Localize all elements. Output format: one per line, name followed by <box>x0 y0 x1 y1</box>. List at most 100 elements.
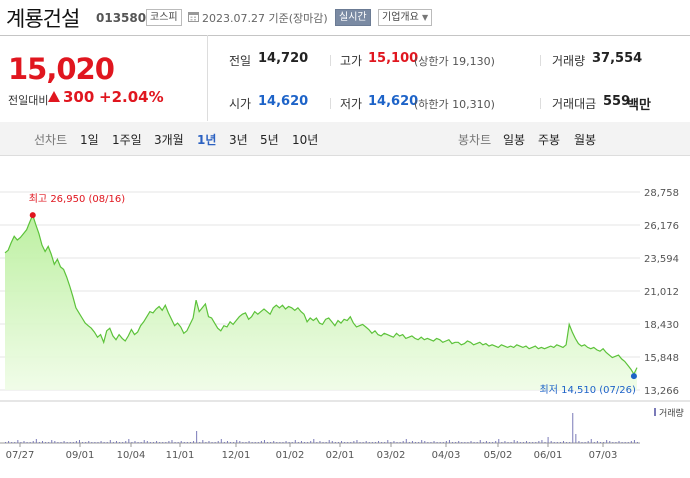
volume-bar <box>220 439 222 443</box>
volume-bar <box>341 441 343 443</box>
volume-bar <box>254 442 256 443</box>
volume-bar <box>563 441 565 443</box>
volume-bar <box>41 441 43 443</box>
tab-daily[interactable]: 일봉 <box>503 133 526 147</box>
prev-close-label: 전일 <box>229 54 252 68</box>
volume-bar <box>507 442 509 443</box>
volume-bar <box>202 440 204 443</box>
base-date: 2023.07.27 기준(장마감) <box>202 12 328 25</box>
volume-bar <box>566 442 568 443</box>
tab-5y[interactable]: 5년 <box>260 133 279 147</box>
min-point-marker <box>630 373 637 380</box>
volume-bar <box>162 442 164 443</box>
x-tick-label: 06/01 <box>534 450 563 461</box>
company-overview-button[interactable]: 기업개요 ▼ <box>378 9 433 26</box>
volume-bar <box>387 440 389 443</box>
volume-bar <box>578 441 580 443</box>
volume-bar <box>51 440 53 443</box>
volume-bar <box>424 441 426 443</box>
divider <box>540 55 541 66</box>
divider <box>330 98 331 109</box>
volume-bar <box>510 442 512 443</box>
x-tick-label: 11/01 <box>166 450 195 461</box>
realtime-button[interactable]: 실시간 <box>335 9 371 26</box>
volume-bar <box>217 441 219 443</box>
volume-bar <box>433 441 435 443</box>
open-label: 시가 <box>229 97 252 111</box>
volume-bar <box>334 442 336 443</box>
volume-bar <box>501 442 503 443</box>
trade-value-label: 거래대금 <box>552 97 597 111</box>
volume-bar <box>242 442 244 443</box>
price-box <box>0 35 208 121</box>
price-area <box>5 215 637 390</box>
volume-bar <box>476 442 478 443</box>
volume-legend-swatch <box>654 408 656 416</box>
price-line <box>4 213 638 376</box>
volume-bar <box>584 442 586 443</box>
volume-bar <box>60 442 62 443</box>
upper-limit: (상한가 19,130) <box>414 55 495 68</box>
volume-bar <box>365 441 367 443</box>
volume-bar <box>57 442 59 443</box>
volume-bar <box>279 442 281 443</box>
tab-1d[interactable]: 1일 <box>80 133 99 147</box>
volume-bar <box>38 442 40 443</box>
volume-bar <box>526 441 528 443</box>
tab-10y[interactable]: 10년 <box>292 133 319 147</box>
volume-bar <box>189 442 191 443</box>
volume-bar <box>223 442 225 443</box>
price-chart[interactable]: 28,758 26,176 23,594 21,012 18,430 15,848 13,2… <box>0 160 690 478</box>
tab-3y[interactable]: 3년 <box>229 133 248 147</box>
volume-bar <box>593 442 595 443</box>
volume-bar <box>439 442 441 443</box>
stock-name: 계룡건설 <box>6 7 80 31</box>
tab-3m[interactable]: 3개월 <box>154 133 184 147</box>
volume-bar <box>627 442 629 443</box>
market-badge: 코스피 <box>146 9 182 26</box>
volume-bar <box>186 442 188 443</box>
volume-bar <box>251 442 253 443</box>
volume-bar <box>26 442 28 443</box>
y-tick-label: 28,758 <box>644 188 679 199</box>
volume-bar <box>11 442 13 443</box>
y-tick-label: 26,176 <box>644 221 679 232</box>
candle-chart-label: 봉차트 <box>458 133 492 147</box>
volume-label: 거래량 <box>552 54 586 68</box>
divider <box>540 98 541 109</box>
volume-bar <box>529 442 531 443</box>
volume-bar <box>322 442 324 443</box>
tab-monthly[interactable]: 월봉 <box>574 133 597 147</box>
volume-bar <box>396 442 398 443</box>
y-tick-label: 23,594 <box>644 254 679 265</box>
volume-bar <box>168 441 170 443</box>
volume-bar <box>119 442 121 443</box>
x-tick-label: 12/01 <box>222 450 251 461</box>
volume-bar <box>214 442 216 443</box>
high-value: 15,100 <box>368 51 419 66</box>
volume-bar <box>48 442 50 443</box>
volume-bar <box>29 442 31 443</box>
x-axis-ticks: 07/27 09/01 10/04 11/01 12/01 01/02 02/01 03/02… <box>6 443 617 461</box>
volume-bar <box>482 442 484 443</box>
volume-bar <box>442 442 444 443</box>
tab-1w[interactable]: 1주일 <box>112 133 142 147</box>
volume-bar <box>297 442 299 443</box>
volume-bar <box>362 442 364 443</box>
tab-1y[interactable]: 1년 <box>197 133 217 147</box>
volume-bar <box>633 440 635 443</box>
low-value: 14,620 <box>368 94 419 109</box>
volume-bar <box>452 442 454 443</box>
volume-bar <box>319 441 321 443</box>
volume-bar <box>63 441 65 443</box>
volume-bars <box>5 413 638 443</box>
volume-bar <box>270 442 272 443</box>
volume-bar <box>14 442 16 443</box>
volume-bar <box>199 442 201 443</box>
volume-bar <box>415 442 417 443</box>
volume-bar <box>8 441 10 443</box>
volume-bar <box>492 442 494 443</box>
volume-bar <box>513 440 515 443</box>
volume-bar <box>569 442 571 443</box>
tab-weekly[interactable]: 주봉 <box>538 133 561 147</box>
